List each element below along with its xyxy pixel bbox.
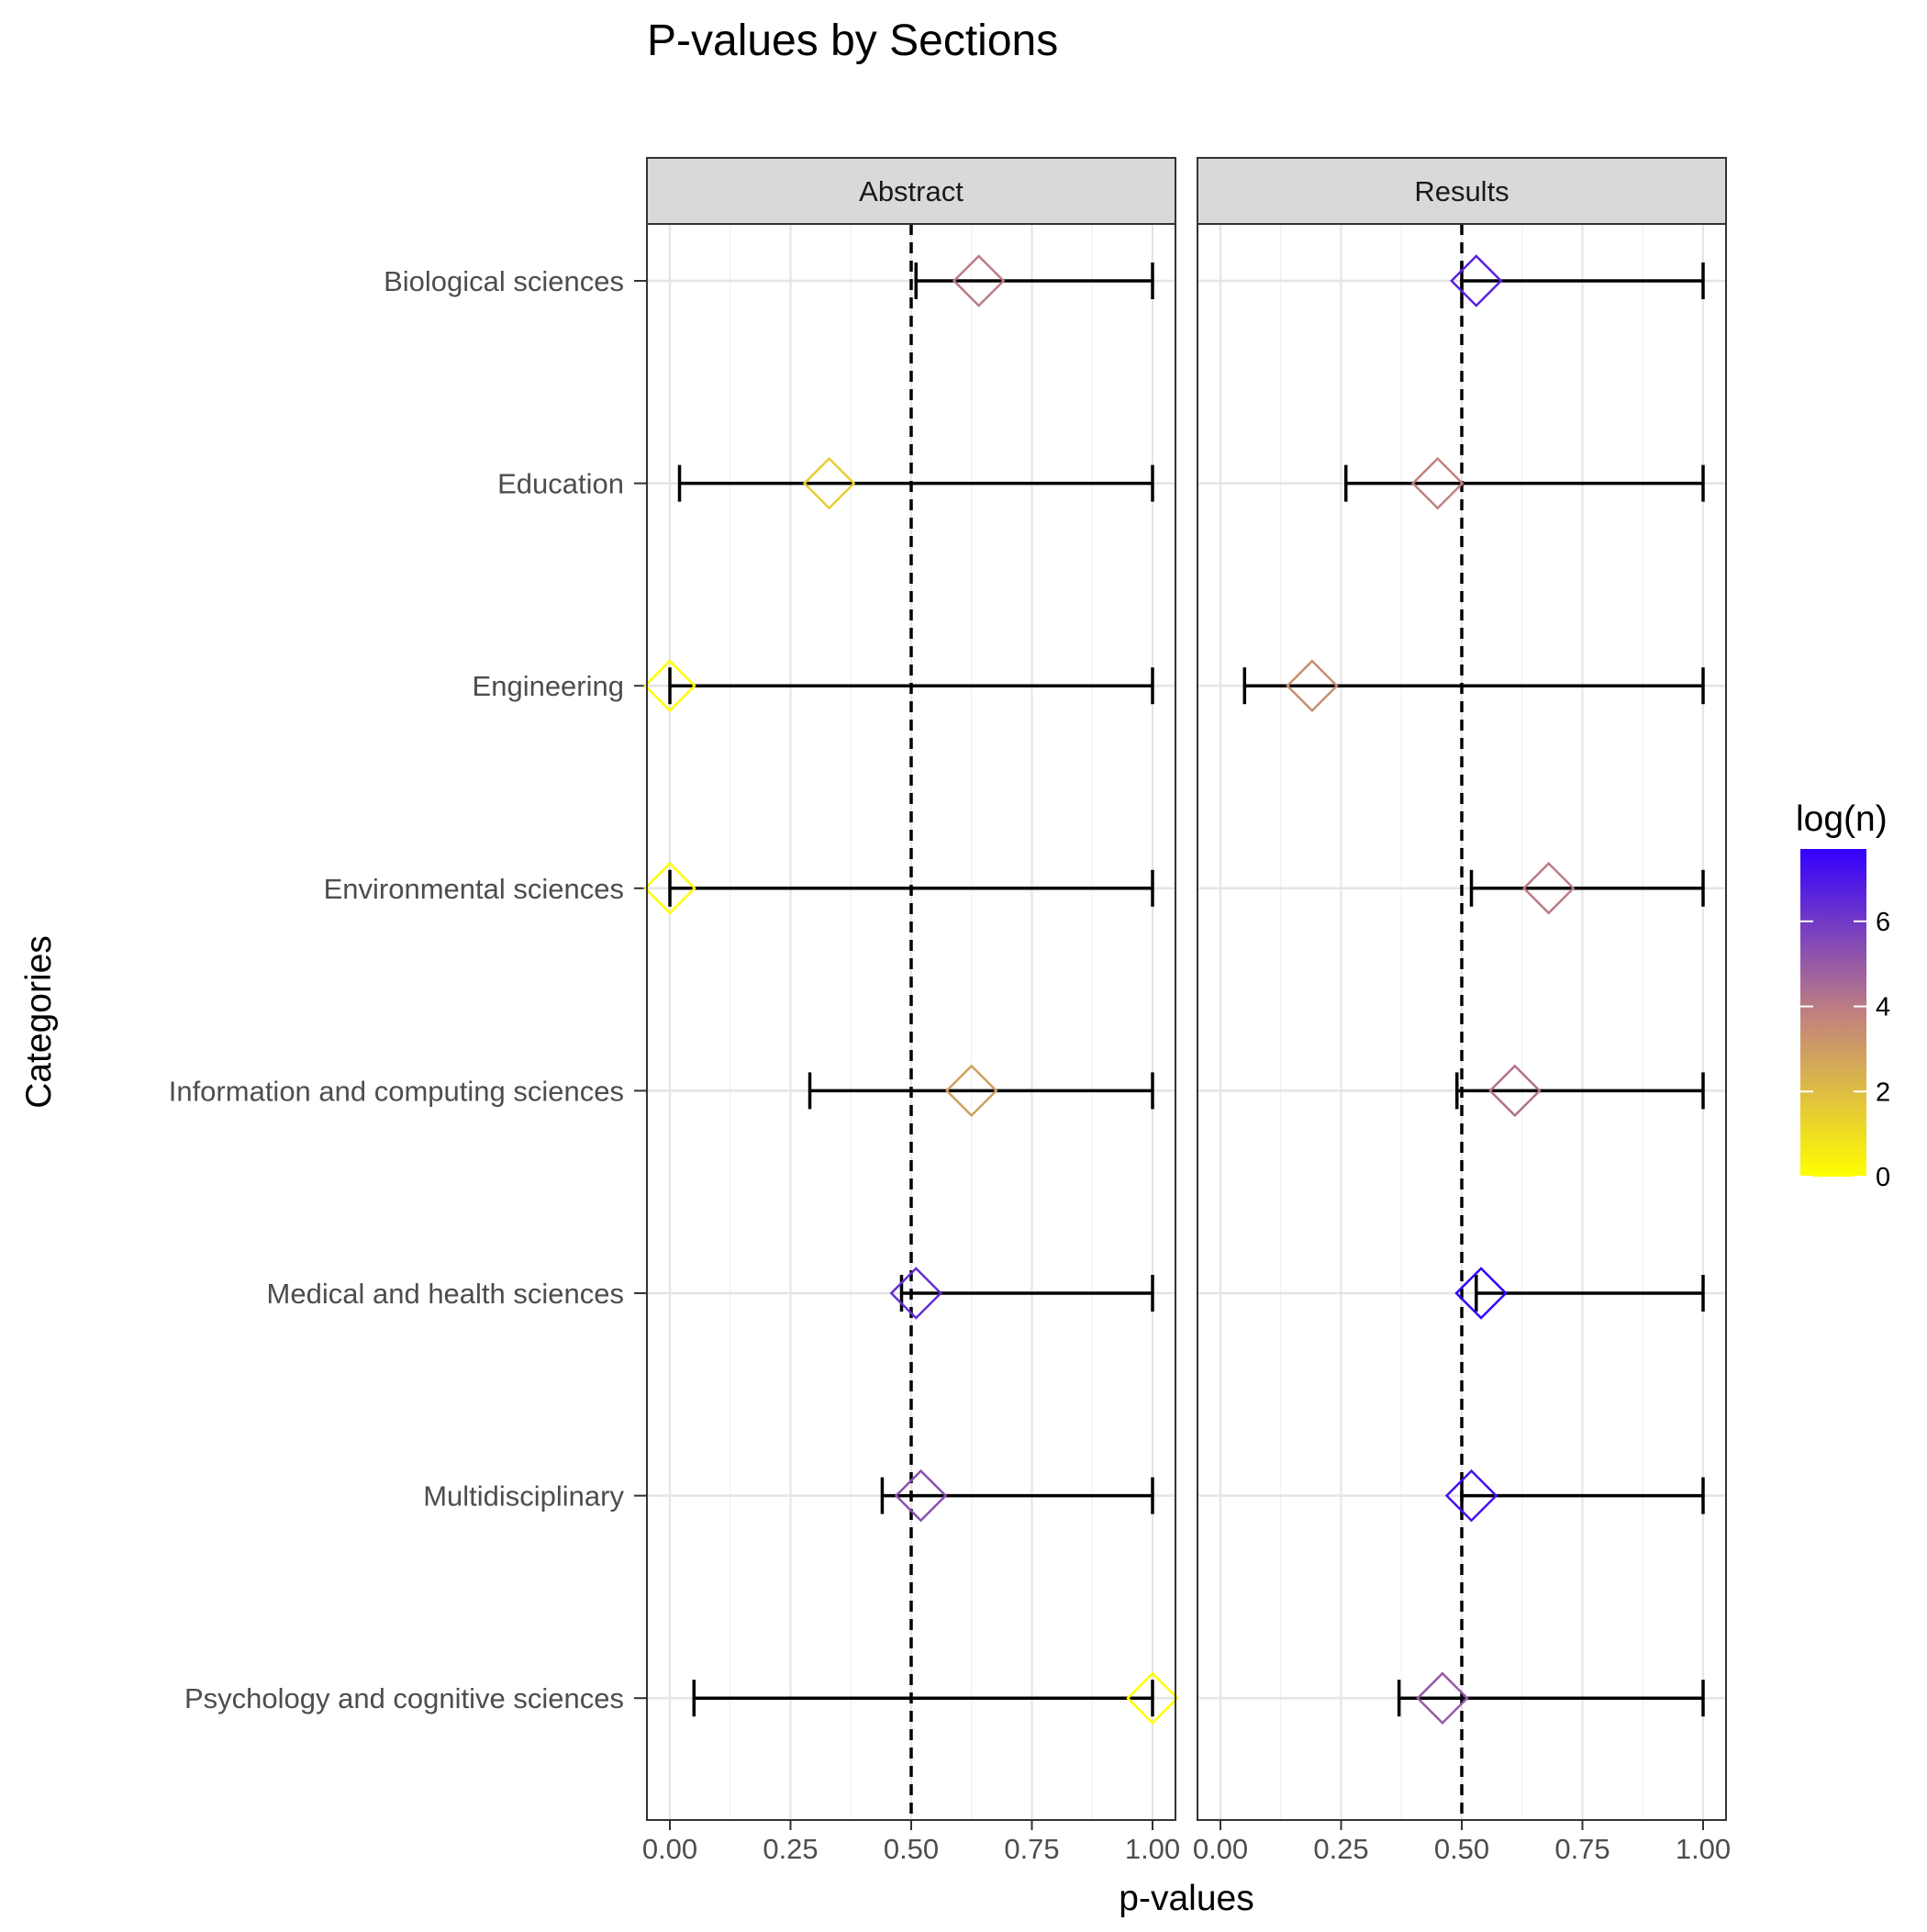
x-tick-label: 1.00 xyxy=(1676,1833,1731,1865)
data-point xyxy=(643,862,696,915)
strip-background xyxy=(1197,157,1727,225)
x-tick-label: 0.00 xyxy=(642,1833,697,1865)
strip-label: Results xyxy=(1414,175,1509,207)
legend-colorbar xyxy=(1800,849,1866,1177)
x-tick-label: 0.25 xyxy=(1313,1833,1368,1865)
data-point xyxy=(1410,456,1465,510)
x-tick-label: 0.75 xyxy=(1004,1833,1059,1865)
strip-label: Abstract xyxy=(859,175,964,207)
y-tick-label: Biological sciences xyxy=(384,265,624,297)
legend-tick-label: 6 xyxy=(1876,908,1890,937)
y-tick-label: Medical and health sciences xyxy=(267,1278,624,1310)
data-point xyxy=(889,1267,943,1320)
data-point xyxy=(1521,862,1576,915)
data-point xyxy=(1286,659,1339,712)
data-point xyxy=(1126,1671,1179,1725)
x-tick-label: 0.50 xyxy=(884,1833,939,1865)
data-point xyxy=(1454,1267,1508,1320)
y-axis-title: Categories xyxy=(19,935,59,1109)
y-tick-label: Multidisciplinary xyxy=(423,1480,624,1513)
x-tick-label: 0.50 xyxy=(1434,1833,1489,1865)
y-tick-label: Education xyxy=(497,468,624,500)
data-point xyxy=(952,254,1006,307)
y-tick-label: Information and computing sciences xyxy=(169,1075,624,1107)
x-tick-label: 0.75 xyxy=(1554,1833,1610,1865)
data-point xyxy=(802,456,856,510)
y-tick-label: Engineering xyxy=(473,670,624,702)
chart-title: P-values by Sections xyxy=(647,17,1058,65)
legend-tick-label: 0 xyxy=(1876,1163,1890,1192)
data-point xyxy=(643,659,696,712)
data-point xyxy=(944,1064,998,1118)
data-point xyxy=(1444,1469,1498,1523)
legend-tick-label: 4 xyxy=(1876,993,1890,1022)
y-tick-label: Environmental sciences xyxy=(324,873,624,905)
x-tick-label: 0.25 xyxy=(763,1833,818,1865)
x-axis-title: p-values xyxy=(1119,1879,1253,1918)
y-tick-label: Psychology and cognitive sciences xyxy=(184,1682,624,1714)
strip-background xyxy=(646,157,1176,225)
legend-tick-label: 2 xyxy=(1876,1078,1890,1107)
data-point xyxy=(1450,254,1503,307)
data-point xyxy=(1416,1671,1469,1725)
data-point xyxy=(1488,1064,1542,1118)
data-point xyxy=(894,1469,948,1523)
x-tick-label: 0.00 xyxy=(1193,1833,1248,1865)
legend-title: log(n) xyxy=(1796,799,1888,839)
x-tick-label: 1.00 xyxy=(1125,1833,1180,1865)
